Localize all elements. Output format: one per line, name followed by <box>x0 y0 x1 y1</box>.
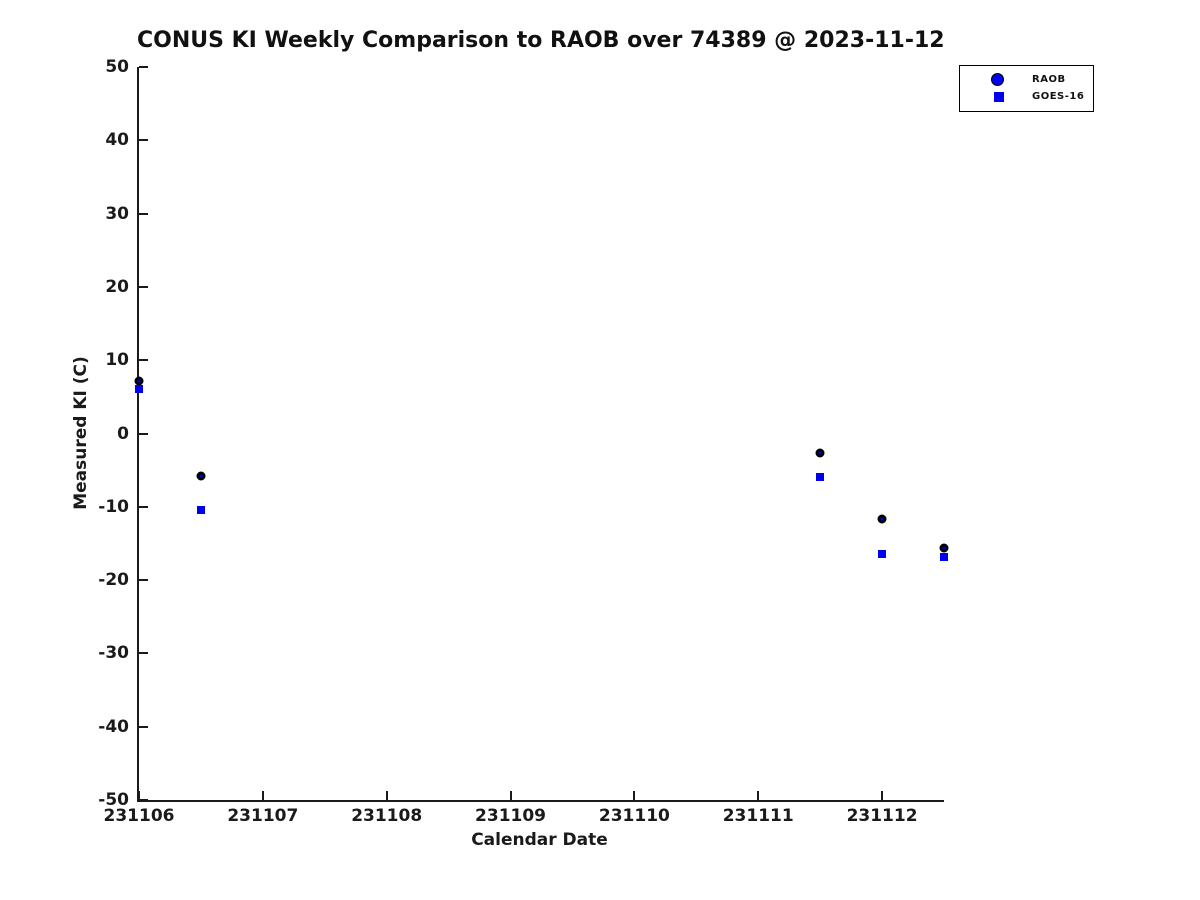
data-point-raob <box>877 514 887 524</box>
legend-label-raob: RAOB <box>1032 74 1066 85</box>
y-tick-label: -30 <box>98 643 129 664</box>
x-axis-label: Calendar Date <box>471 830 608 850</box>
raob-circle-icon <box>991 73 1004 86</box>
data-point-goes-16 <box>135 384 143 393</box>
y-tick-label: -40 <box>98 716 129 737</box>
legend-marker-cell <box>960 73 1004 86</box>
x-tick-label: 231109 <box>475 806 547 826</box>
y-tick-label: -50 <box>98 790 129 810</box>
x-axis-tick <box>385 791 388 800</box>
x-tick-label: 231108 <box>351 806 423 826</box>
data-point-raob <box>196 471 206 481</box>
data-point-goes-16 <box>878 550 887 559</box>
x-tick-label: 231112 <box>846 806 918 826</box>
x-tick-label: 231106 <box>103 806 175 826</box>
legend-item-raob: RAOB <box>960 71 1093 88</box>
y-axis-tick <box>139 725 148 728</box>
y-axis-tick <box>139 285 148 288</box>
goes16-square-icon <box>994 91 1004 102</box>
chart-title: CONUS KI Weekly Comparison to RAOB over … <box>137 28 945 53</box>
y-axis-tick <box>139 579 148 582</box>
y-tick-label: -20 <box>98 570 129 591</box>
data-point-goes-16 <box>816 473 825 482</box>
y-axis-label: Measured KI (C) <box>71 356 91 510</box>
y-axis-tick <box>139 66 148 68</box>
data-point-goes-16 <box>196 506 205 515</box>
x-tick-label: 231111 <box>722 806 794 826</box>
legend-label-goes16: GOES-16 <box>1032 91 1085 102</box>
y-tick-label: 10 <box>105 350 129 371</box>
x-axis-tick <box>261 791 264 800</box>
y-tick-label: 0 <box>117 423 129 444</box>
x-axis-tick <box>757 791 760 800</box>
y-axis-tick <box>139 799 148 801</box>
legend-item-goes16: GOES-16 <box>960 88 1093 105</box>
data-point-raob <box>815 448 825 458</box>
x-tick-label: 231110 <box>598 806 670 826</box>
y-tick-label: 20 <box>105 276 129 297</box>
legend: RAOB GOES-16 <box>959 65 1094 112</box>
plot-area: 231106 231107 231108 231109 231110 231111 2311… <box>98 57 949 826</box>
data-point-raob <box>939 543 949 553</box>
data-point-raob <box>134 376 144 386</box>
y-axis-tick <box>139 212 148 215</box>
y-axis-tick <box>139 432 148 435</box>
y-tick-label: 50 <box>105 57 129 77</box>
data-point-goes-16 <box>940 553 948 562</box>
x-axis-tick <box>633 791 636 800</box>
x-axis-tick <box>138 791 140 800</box>
y-axis-tick <box>139 505 148 508</box>
y-axis-tick <box>139 359 148 362</box>
y-tick-label: -10 <box>98 496 129 517</box>
x-axis-tick <box>509 791 512 800</box>
y-axis-tick <box>139 139 148 142</box>
legend-marker-cell <box>960 91 1004 102</box>
y-axis-tick <box>139 652 148 655</box>
x-tick-label: 231107 <box>227 806 299 826</box>
y-tick-label: 40 <box>105 130 129 151</box>
x-axis-tick <box>881 791 884 800</box>
y-tick-label: 30 <box>105 203 129 224</box>
